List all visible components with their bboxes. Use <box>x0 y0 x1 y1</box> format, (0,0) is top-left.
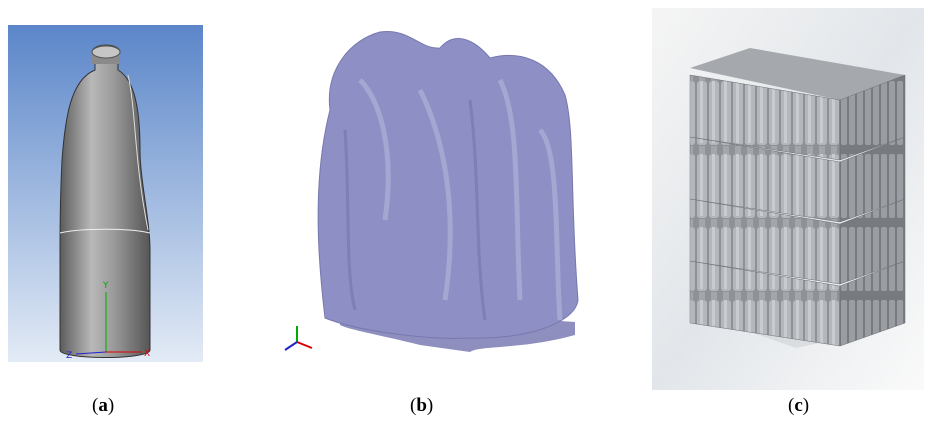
figure: Y X Z (a) (b) (c) <box>0 0 936 425</box>
panel-a-image <box>8 25 203 362</box>
axis-label: Y <box>102 281 109 291</box>
caption-b: (b) <box>410 395 433 417</box>
panel-b-image <box>285 32 578 352</box>
caption-c: (c) <box>788 395 809 417</box>
caption-a: (a) <box>92 395 114 417</box>
axis-label: X <box>144 349 150 359</box>
panel-c-image <box>652 8 924 390</box>
figure-images: Y X Z <box>0 0 936 425</box>
axis-label: Z <box>66 351 72 361</box>
